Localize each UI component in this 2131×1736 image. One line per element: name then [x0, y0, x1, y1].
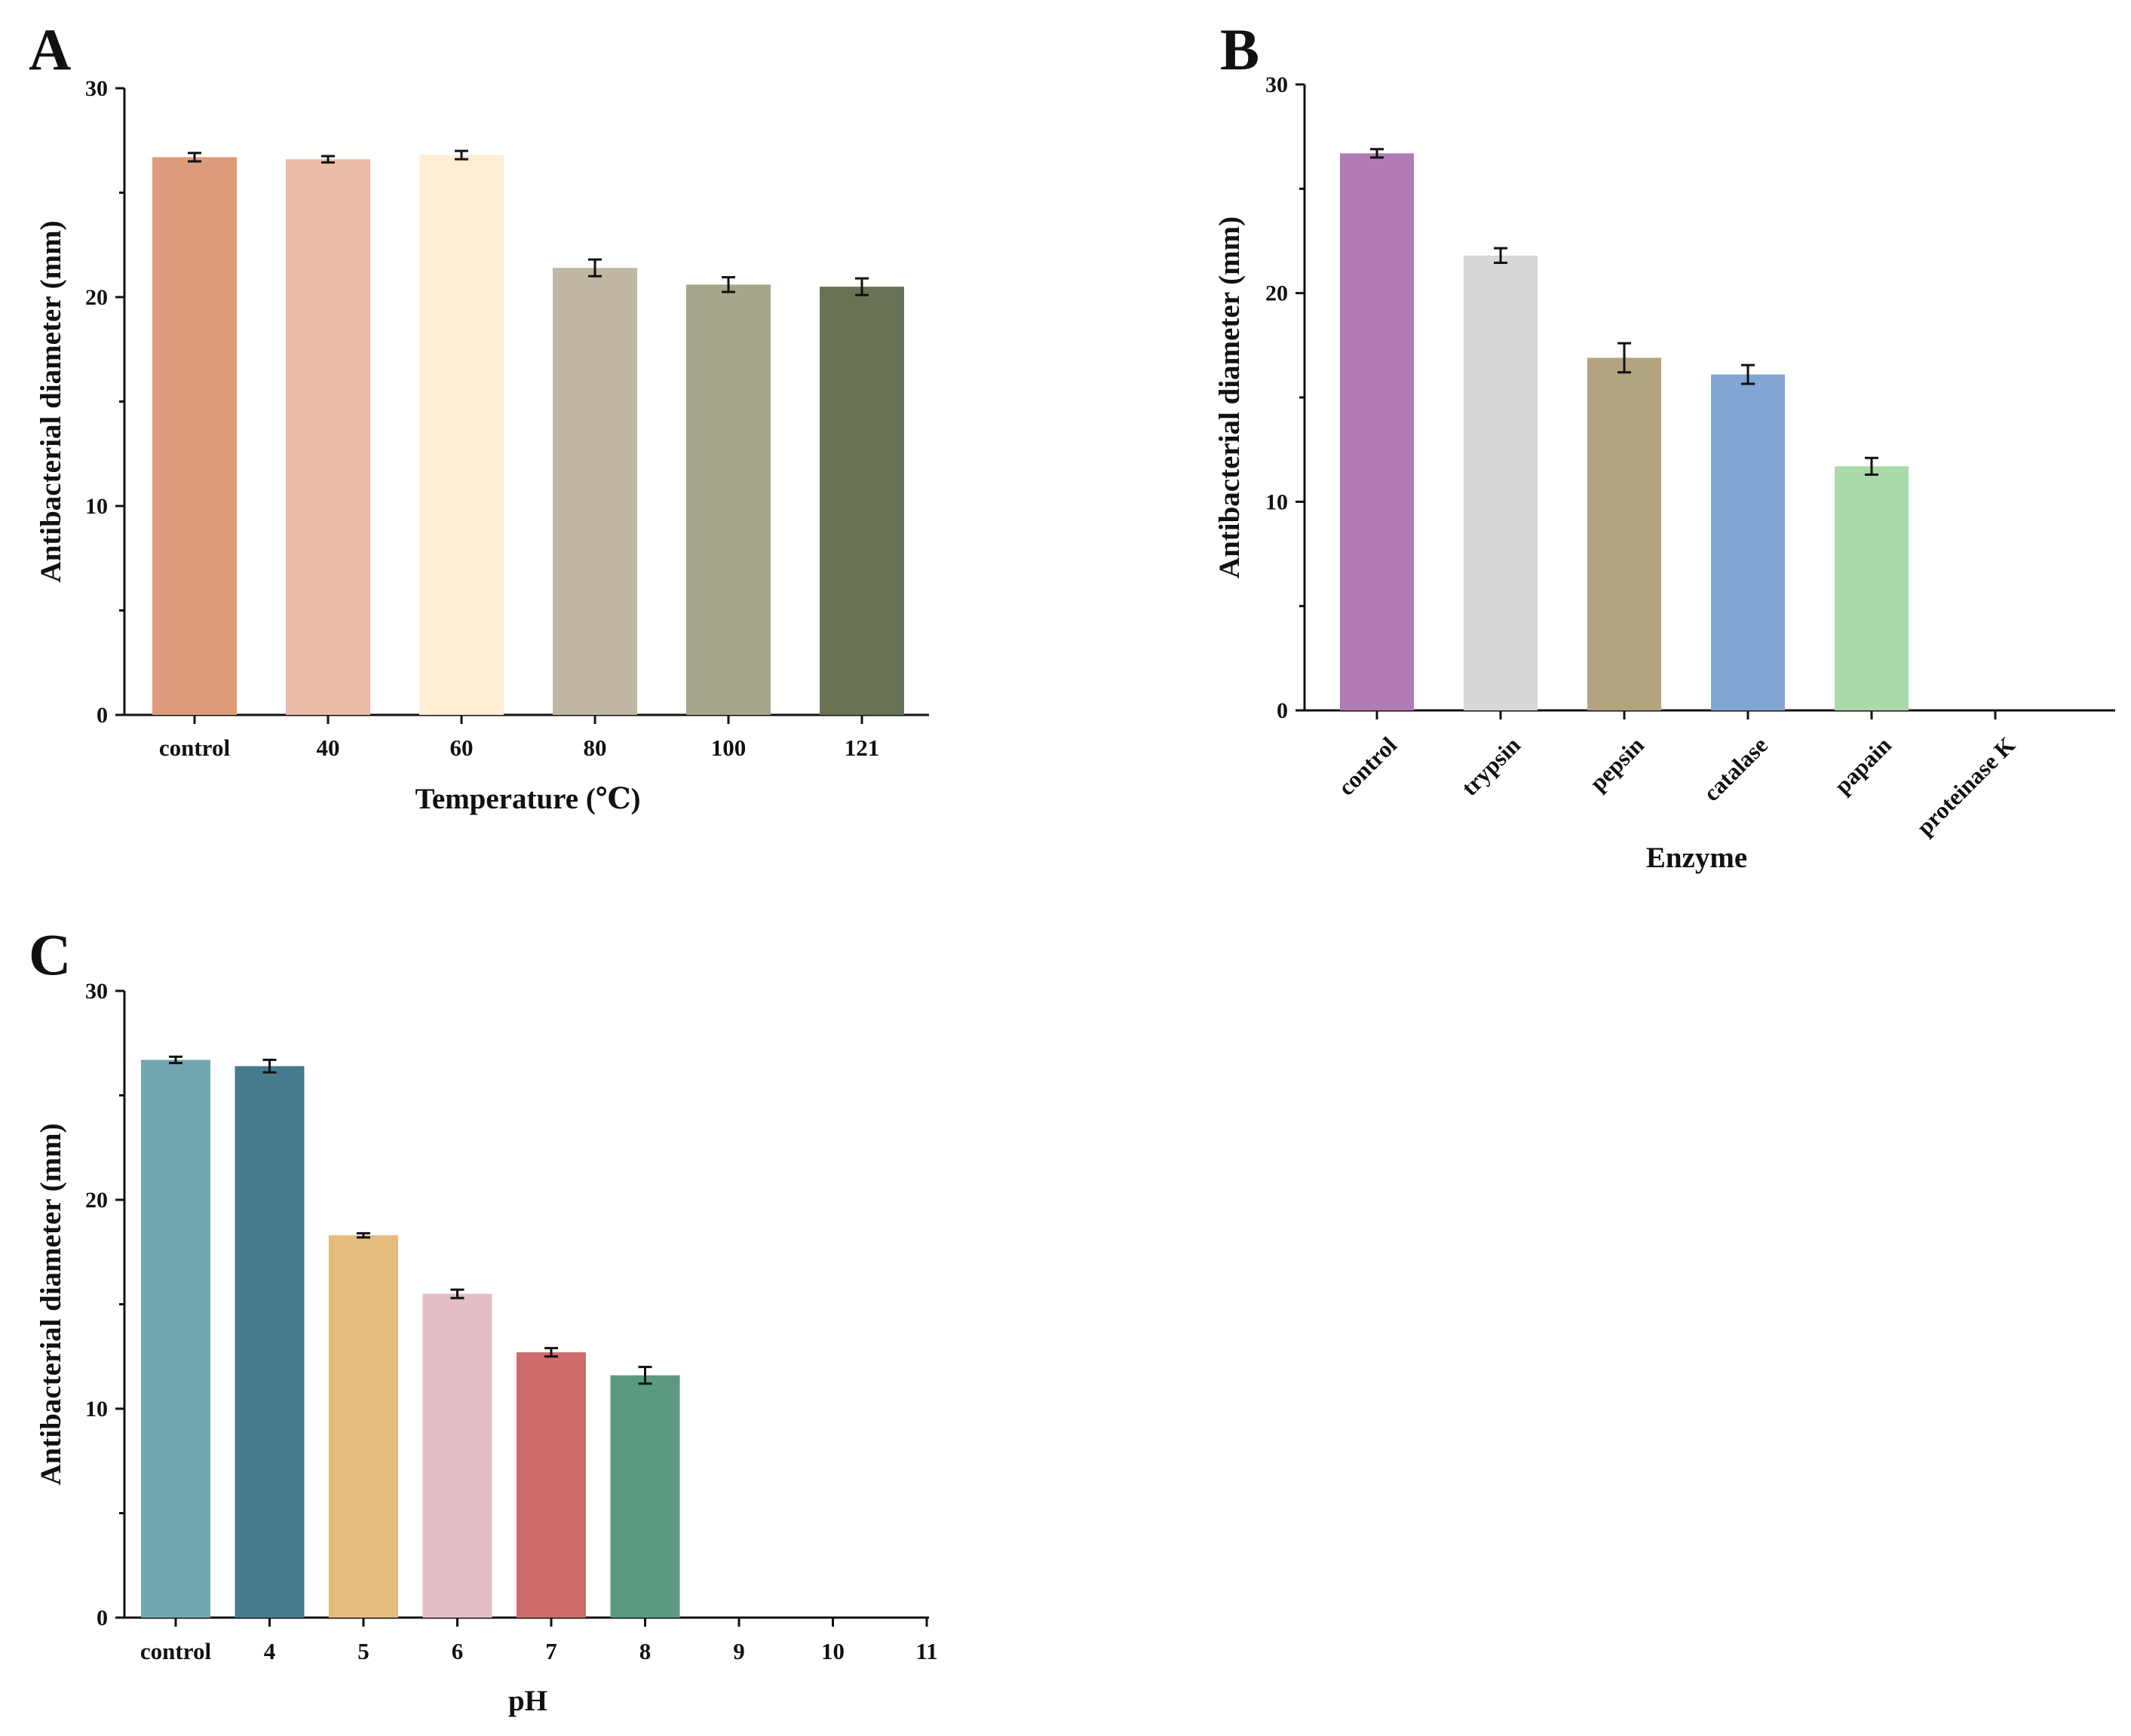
- x-tick-label: trypsin: [1456, 732, 1525, 801]
- x-tick-label: proteinase K: [1912, 732, 2020, 840]
- error-bar: [1494, 247, 1507, 265]
- x-tick-label: 11: [915, 1638, 937, 1664]
- y-tick-label: 0: [1277, 698, 1288, 723]
- x-tick-label: 121: [845, 735, 880, 761]
- error-bar: [588, 258, 602, 278]
- error-bar: [1617, 342, 1631, 374]
- bar-60: [419, 155, 504, 715]
- bar-7: [517, 1352, 586, 1618]
- y-tick-label: 20: [1265, 281, 1288, 306]
- x-tick-label: 100: [711, 735, 747, 761]
- chart-panel-b: B 0 10 20 30 control trypsin pepsin catalase papa…: [1213, 17, 2115, 874]
- y-tick-label: 20: [85, 285, 108, 310]
- error-bar: [855, 277, 869, 296]
- bar-121: [820, 287, 904, 715]
- error-bar: [1741, 363, 1755, 385]
- y-tick-label: 10: [85, 494, 108, 519]
- bar-pepsin: [1587, 357, 1661, 710]
- x-tick-label: papain: [1829, 732, 1896, 799]
- bar-papain: [1835, 466, 1909, 710]
- y-tick-label: 30: [85, 76, 108, 101]
- x-tick-label: pepsin: [1584, 732, 1649, 796]
- bar-control: [141, 1060, 210, 1618]
- bar-80: [553, 268, 637, 716]
- bar-trypsin: [1464, 255, 1538, 710]
- error-bar: [169, 1055, 182, 1065]
- x-tick-label: catalase: [1698, 732, 1773, 806]
- y-tick-label: 30: [85, 979, 108, 1004]
- bar-control: [1340, 153, 1414, 711]
- error-bar: [321, 155, 335, 164]
- error-bar: [262, 1058, 277, 1074]
- error-bar: [450, 1288, 465, 1299]
- x-tick-label: 8: [639, 1638, 652, 1664]
- x-tick-label: 80: [584, 735, 607, 761]
- x-tick-label: 5: [357, 1638, 369, 1664]
- y-axis-title: Antibacterial diameter (mm): [35, 1123, 67, 1485]
- panel-label: B: [1220, 17, 1259, 82]
- y-tick-label: 10: [1265, 489, 1288, 514]
- error-bar: [638, 1366, 652, 1385]
- x-tick-label: control: [159, 735, 231, 761]
- y-axis-title: Antibacterial diameter (mm): [1213, 216, 1246, 578]
- x-tick-label: 60: [450, 735, 474, 761]
- bar-5: [329, 1235, 398, 1618]
- bar-6: [422, 1293, 492, 1618]
- y-tick-label: 0: [97, 703, 108, 728]
- x-tick-label: control: [1333, 732, 1403, 801]
- x-tick-label: 7: [545, 1638, 557, 1664]
- panel-label: C: [29, 922, 71, 987]
- x-tick-label: 6: [452, 1638, 464, 1664]
- error-bar: [544, 1347, 558, 1358]
- x-tick-label: 9: [733, 1638, 745, 1664]
- x-axis-title: Enzyme: [1646, 842, 1747, 874]
- bar-control: [152, 157, 237, 715]
- error-bar: [1865, 456, 1878, 476]
- x-tick-label: 40: [317, 735, 340, 761]
- y-tick-label: 0: [97, 1606, 108, 1630]
- x-tick-label: 4: [264, 1638, 276, 1664]
- panel-label: A: [29, 17, 71, 82]
- error-bar: [188, 152, 201, 163]
- bar-100: [686, 284, 771, 715]
- y-axis-title: Antibacterial diameter (mm): [35, 220, 67, 582]
- bar-catalase: [1711, 374, 1785, 710]
- y-tick-label: 10: [85, 1397, 108, 1422]
- error-bar: [357, 1231, 370, 1239]
- bar-40: [286, 159, 370, 715]
- bar-8: [610, 1375, 680, 1618]
- chart-panel-a: A 0 10 20 30 control 40 60 80 100 121 Temperature (…: [29, 17, 929, 815]
- error-bar: [455, 149, 468, 161]
- y-tick-label: 20: [85, 1188, 108, 1213]
- y-tick-label: 30: [1265, 72, 1288, 97]
- x-axis-title: pH: [508, 1685, 547, 1717]
- x-tick-label: control: [140, 1638, 212, 1664]
- x-tick-label: 10: [821, 1638, 845, 1664]
- bar-4: [235, 1066, 305, 1618]
- error-bar: [722, 276, 735, 293]
- x-axis-title: Temperature (℃): [415, 783, 640, 815]
- error-bar: [1370, 148, 1384, 159]
- chart-panel-c: C 0 10 20 30 control 4 5 6 7 8 9 10 11 pH Antibacterial…: [29, 922, 938, 1717]
